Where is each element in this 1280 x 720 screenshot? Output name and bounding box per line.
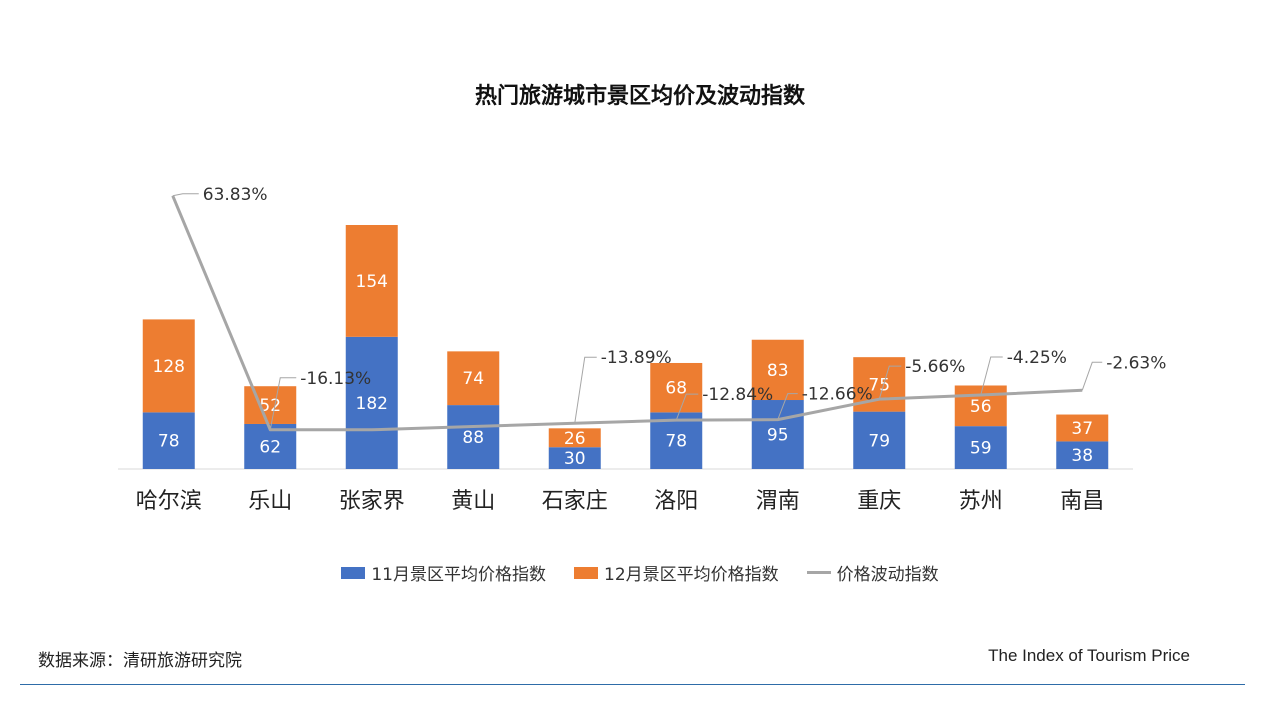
- line-label-0: 63.83%: [203, 185, 268, 205]
- bar-dec-2: [345, 225, 398, 337]
- data-label-nov-7: 79: [868, 431, 890, 451]
- legend-item-dec: 12月景区平均价格指数: [574, 560, 779, 585]
- leader-line-6: [777, 393, 798, 420]
- line-label-1: -16.13%: [300, 369, 371, 389]
- data-label-nov-3: 88: [462, 428, 484, 448]
- line-label-6: -12.66%: [802, 385, 873, 405]
- category-label-4: 石家庄: [542, 489, 608, 514]
- line-label-9: -2.63%: [1106, 353, 1166, 373]
- bar-nov-8: [954, 426, 1007, 469]
- data-label-dec-8: 56: [970, 397, 992, 417]
- chart-title: 热门旅游城市景区均价及波动指数: [474, 84, 805, 109]
- data-label-nov-8: 59: [970, 439, 992, 459]
- data-label-dec-6: 83: [767, 361, 789, 381]
- bar-dec-3: [447, 351, 500, 406]
- data-source-note: 数据来源：清研旅游研究院: [38, 651, 242, 671]
- legend-label-fluct: 价格波动指数: [836, 565, 939, 585]
- bar-nov-0: [142, 412, 195, 469]
- data-label-dec-0: 128: [153, 357, 185, 377]
- category-label-2: 张家界: [339, 489, 405, 514]
- data-label-nov-0: 78: [158, 432, 180, 452]
- bar-nov-9: [1056, 441, 1109, 469]
- leader-line-8: [980, 356, 1003, 396]
- legend-swatch-dec: [574, 566, 598, 579]
- bar-nov-7: [853, 411, 906, 469]
- bar-nov-6: [751, 400, 804, 469]
- bar-dec-4: [548, 428, 601, 448]
- bar-nov-2: [345, 336, 398, 469]
- line-label-5: -12.84%: [702, 385, 773, 405]
- legend-label-dec: 12月景区平均价格指数: [604, 565, 779, 585]
- data-label-dec-4: 26: [564, 429, 586, 449]
- data-label-nov-6: 95: [767, 426, 789, 446]
- category-label-0: 哈尔滨: [136, 489, 202, 514]
- legend-swatch-fluct: [806, 571, 831, 574]
- legend-label-nov: 11月景区平均价格指数: [371, 565, 546, 585]
- category-label-8: 苏州: [959, 489, 1003, 514]
- bar-dec-8: [954, 385, 1007, 427]
- data-label-dec-5: 68: [665, 379, 687, 399]
- leader-line-9: [1081, 361, 1103, 391]
- bar-dec-5: [650, 362, 703, 413]
- line-fluctuation: [171, 195, 1083, 432]
- data-label-dec-9: 37: [1071, 419, 1093, 439]
- legend-item-fluct: 价格波动指数: [806, 560, 939, 585]
- line-label-4: -13.89%: [601, 348, 672, 368]
- leader-line-5: [675, 393, 699, 421]
- data-label-dec-3: 74: [462, 369, 484, 389]
- data-label-nov-2: 182: [356, 394, 388, 414]
- leader-line-4: [574, 356, 597, 424]
- chart-plot: 78128哈尔滨6252乐山182154张家界8874黄山3026石家庄7868…: [118, 185, 1166, 514]
- data-label-dec-2: 154: [356, 272, 388, 292]
- footer-divider: [20, 684, 1245, 685]
- chart-legend: 11月景区平均价格指数 12月景区平均价格指数 价格波动指数: [0, 560, 1280, 585]
- line-label-7: -5.66%: [905, 357, 965, 377]
- category-label-5: 洛阳: [654, 489, 698, 514]
- leader-line-0: [172, 193, 199, 197]
- legend-swatch-nov: [341, 566, 366, 579]
- bar-dec-6: [751, 339, 804, 401]
- data-label-nov-4: 30: [564, 449, 586, 469]
- data-label-nov-1: 62: [259, 437, 281, 457]
- leader-line-1: [269, 377, 297, 430]
- data-label-nov-9: 38: [1071, 446, 1093, 466]
- bar-dec-9: [1056, 414, 1109, 442]
- bar-dec-1: [244, 386, 297, 424]
- category-label-6: 渭南: [756, 489, 800, 514]
- bar-nov-3: [447, 405, 500, 469]
- category-label-1: 乐山: [248, 489, 292, 514]
- category-label-3: 黄山: [451, 489, 495, 514]
- data-label-nov-5: 78: [665, 432, 687, 452]
- bar-dec-0: [142, 319, 195, 413]
- bar-nov-1: [244, 423, 297, 469]
- bar-nov-4: [548, 447, 601, 469]
- brand-caption: The Index of Tourism Price: [988, 646, 1190, 665]
- category-label-9: 南昌: [1060, 489, 1104, 514]
- line-label-8: -4.25%: [1007, 348, 1067, 368]
- leader-line-7: [878, 365, 902, 400]
- category-label-7: 重庆: [857, 489, 901, 514]
- legend-item-nov: 11月景区平均价格指数: [341, 560, 546, 585]
